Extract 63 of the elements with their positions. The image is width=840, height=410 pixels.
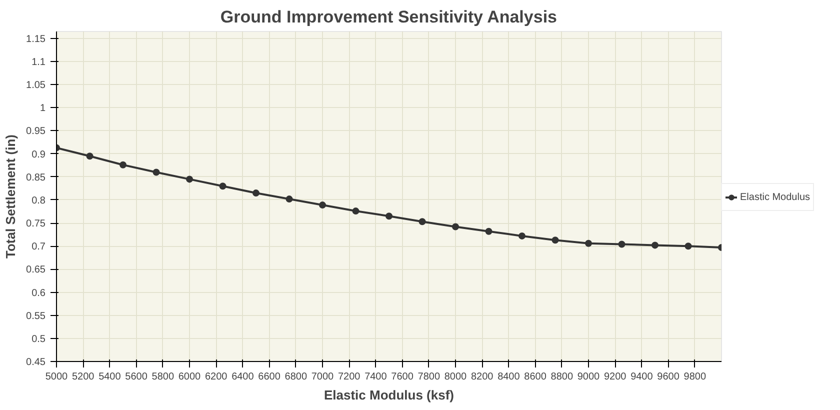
x-axis-title: Elastic Modulus (ksf): [324, 388, 454, 402]
x-tick-label: 6000: [178, 372, 202, 382]
y-tick-label: 0.65: [26, 264, 46, 276]
point: [86, 152, 94, 160]
x-tick-label: 5400: [98, 372, 122, 382]
x-tick-label: 5800: [152, 372, 174, 382]
point: [518, 232, 526, 240]
point: [252, 190, 260, 197]
point: [286, 196, 293, 203]
point: [485, 228, 492, 235]
x-tick-label: 7600: [391, 372, 414, 382]
x-tick-label: 6200: [204, 372, 228, 382]
point: [386, 212, 392, 220]
legend-label: Elastic Modulus: [740, 192, 810, 202]
point: [552, 236, 559, 244]
x-tick-label: 9600: [657, 372, 680, 382]
point: [319, 202, 326, 209]
point: [152, 168, 160, 176]
y-axis-title: Total Settlement (in): [3, 134, 18, 258]
y-tick-label: 0.75: [26, 218, 46, 230]
x-tick-label: 5600: [125, 372, 148, 382]
y-tick-label: 0.9: [32, 149, 46, 160]
chart-title: Ground Improvement Sensitivity Analysis: [220, 8, 557, 26]
x-tick-label: 8400: [498, 372, 520, 382]
point: [186, 176, 193, 183]
x-tick-label: 9400: [630, 372, 654, 382]
x-tick-label: 7400: [364, 372, 388, 382]
point: [418, 218, 426, 226]
x-tick-label: 9800: [684, 372, 706, 382]
x-tick-label: 7000: [311, 372, 334, 382]
x-tick-label: 5000: [45, 372, 68, 382]
y-tick-label: 1.15: [26, 34, 46, 45]
x-tick-label: 5200: [72, 372, 95, 382]
point: [652, 242, 658, 249]
x-tick-label: 9000: [577, 372, 600, 382]
y-tick-label: 0.7: [32, 242, 46, 253]
x-tick-label: 8800: [550, 372, 574, 382]
point: [352, 208, 360, 215]
point: [684, 242, 692, 250]
x-tick-label: 7800: [418, 372, 440, 382]
point: [219, 182, 226, 190]
point: [618, 240, 626, 248]
y-tick-label: 1: [40, 103, 46, 114]
point: [120, 161, 126, 168]
x-tick-label: 7200: [338, 372, 361, 382]
x-tick-label: 8000: [444, 372, 468, 382]
y-tick-label: 0.55: [26, 310, 46, 322]
y-tick-label: 0.6: [32, 288, 46, 299]
point: [452, 223, 459, 230]
y-tick-label: 1.1: [32, 57, 46, 68]
y-tick-label: 0.95: [26, 126, 46, 138]
x-tick-label: 8600: [524, 372, 547, 382]
x-tick-label: 8200: [470, 372, 494, 382]
x-tick-label: 6600: [258, 372, 281, 382]
point: [585, 240, 592, 247]
y-tick-label: 0.5: [32, 334, 46, 345]
y-tick-label: 0.8: [32, 195, 46, 206]
y-tick-label: 0.85: [26, 172, 46, 184]
x-tick-label: 9200: [604, 372, 627, 382]
y-tick-label: 0.45: [26, 357, 46, 368]
y-tick-label: 1.05: [26, 80, 46, 92]
x-tick-label: 6400: [232, 372, 254, 382]
x-tick-label: 6800: [284, 372, 308, 382]
